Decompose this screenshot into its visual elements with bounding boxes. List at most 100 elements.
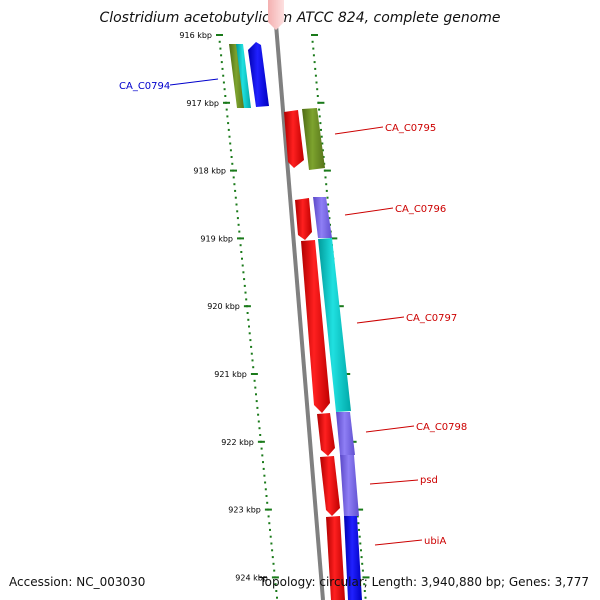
gene-ubia: [326, 516, 345, 600]
gene-ca-c0798: [317, 413, 335, 456]
ruler-minor-tick: [266, 501, 269, 504]
ruler-minor-tick: [248, 332, 251, 335]
ruler-minor-tick: [275, 590, 278, 592]
gene-blue-forward: [344, 516, 362, 600]
ruler-minor-tick: [247, 318, 250, 321]
ruler-minor-tick: [315, 81, 318, 84]
ruler-major-tick: [317, 101, 325, 104]
ruler-minor-tick: [358, 528, 360, 531]
ruler-minor-tick: [221, 67, 224, 70]
ruler-minor-tick: [276, 596, 278, 599]
ruler-minor-tick: [239, 244, 242, 247]
ruler-minor-tick: [327, 210, 330, 213]
ruler-major-tick: [257, 440, 265, 443]
ruler-minor-tick: [262, 467, 265, 470]
ruler-minor-tick: [229, 142, 232, 145]
ruler-minor-tick: [236, 210, 239, 213]
ruler-minor-tick: [224, 95, 227, 97]
ruler-major-tick: [237, 237, 244, 240]
gene-ca-c0797: [301, 240, 330, 413]
ruler-minor-tick: [249, 339, 252, 342]
ruler-major-tick: [330, 237, 338, 240]
ruler-major-tick: [336, 305, 344, 308]
ruler-tick-label: 920 kbp: [207, 302, 240, 311]
genome-title: Clostridium acetobutylicum ATCC 824, com…: [99, 10, 501, 26]
ruler-minor-tick: [246, 312, 249, 314]
ruler-minor-tick: [255, 400, 258, 403]
ruler-minor-tick: [313, 61, 316, 64]
ruler-tick-label: 918 kbp: [193, 167, 226, 176]
ruler-minor-tick: [269, 535, 272, 538]
ruler-minor-tick: [220, 54, 223, 57]
ruler-minor-tick: [225, 108, 228, 111]
topology-text: Topology: circular; Length: 3,940,880 bp…: [259, 575, 589, 589]
ruler-minor-tick: [360, 549, 362, 552]
ruler-minor-tick: [253, 379, 256, 382]
ruler-minor-tick: [268, 522, 271, 525]
ruler-minor-tick: [219, 47, 222, 50]
ruler-minor-tick: [257, 420, 260, 423]
ruler-minor-tick: [259, 434, 262, 436]
ruler-minor-tick: [319, 122, 322, 125]
ruler-major-tick: [311, 34, 318, 36]
ruler-minor-tick: [358, 535, 361, 538]
genome-backbone: [272, 0, 325, 600]
ruler-minor-tick: [251, 359, 254, 362]
ruler-minor-tick: [243, 278, 246, 281]
ruler-minor-tick: [264, 481, 267, 484]
gene-ca-c0796: [295, 198, 312, 240]
ruler-minor-tick: [272, 562, 275, 565]
ruler-minor-tick: [269, 528, 271, 531]
ruler-minor-tick: [256, 406, 259, 409]
gene-psd: [320, 456, 340, 516]
ruler-minor-tick: [242, 271, 245, 274]
ruler-minor-tick: [263, 474, 266, 477]
partial-feature-top: [268, 0, 284, 30]
ruler-tick-label: 919 kbp: [200, 234, 233, 243]
gene-label-ca-c0797: CA_C0797: [406, 313, 457, 324]
ruler-minor-tick: [324, 176, 327, 179]
ruler-tick-label: 924 kbp: [235, 573, 268, 582]
ruler-minor-tick: [363, 583, 366, 586]
ruler-minor-tick: [361, 562, 364, 565]
ruler-major-tick: [323, 169, 331, 172]
ruler-minor-tick: [252, 366, 255, 369]
gene-label-ca-c0794: CA_C0794: [119, 81, 170, 92]
ruler-minor-tick: [241, 257, 243, 260]
ruler-minor-tick: [356, 515, 359, 518]
ruler-minor-tick: [320, 128, 322, 131]
gene-purple-1: [313, 197, 332, 238]
ruler-minor-tick: [264, 488, 267, 491]
ruler-minor-tick: [271, 556, 274, 559]
ruler-minor-tick: [325, 183, 328, 186]
ruler-minor-tick: [327, 203, 330, 206]
ruler-minor-tick: [322, 156, 325, 158]
ruler-major-tick: [223, 101, 230, 104]
ruler-minor-tick: [261, 454, 264, 457]
ruler-minor-tick: [218, 40, 221, 43]
ruler-tick-label: 917 kbp: [186, 99, 219, 108]
ruler-minor-tick: [361, 569, 364, 572]
ruler-minor-tick: [227, 122, 230, 125]
label-line-psd: [369, 479, 419, 485]
ruler-minor-tick: [258, 427, 261, 430]
gene-label-ubia: ubiA: [424, 536, 446, 547]
gene-label-psd: psd: [420, 475, 438, 486]
label-line-ca-c0796: [344, 207, 394, 216]
ruler-tick-label: 923 kbp: [228, 506, 261, 515]
ruler-minor-tick: [236, 217, 239, 220]
ruler-minor-tick: [363, 590, 366, 592]
ruler-minor-tick: [234, 196, 237, 199]
ruler-minor-tick: [326, 196, 329, 199]
ruler-minor-tick: [265, 495, 268, 497]
ruler-minor-tick: [257, 413, 260, 416]
ruler-minor-tick: [243, 284, 246, 287]
gene-cyan-reverse: [236, 44, 251, 108]
ruler-minor-tick: [260, 447, 263, 450]
ruler-minor-tick: [232, 176, 235, 179]
gene-label-ca-c0796: CA_C0796: [395, 204, 446, 215]
ruler-minor-tick: [220, 61, 223, 64]
gene-purple-2: [336, 412, 355, 455]
ruler-minor-tick: [240, 251, 243, 253]
